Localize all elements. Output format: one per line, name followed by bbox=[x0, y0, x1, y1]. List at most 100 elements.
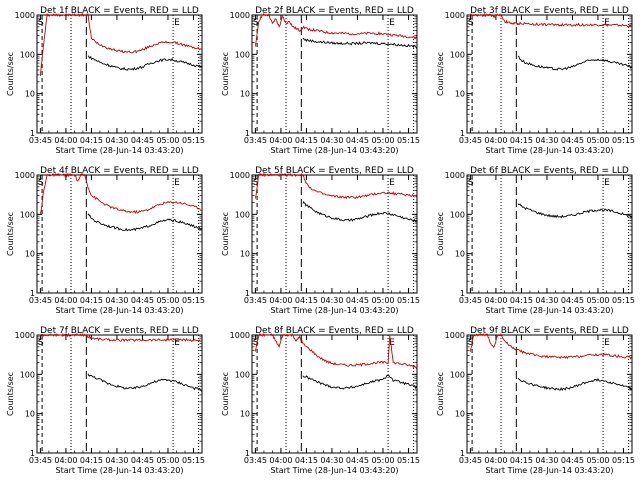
y-tick-label: 100 bbox=[235, 50, 250, 59]
x-tick-label: 05:15 bbox=[612, 296, 635, 305]
x-tick-label: 03:45 bbox=[244, 296, 267, 305]
y-axis-label: Counts/sec bbox=[6, 372, 15, 416]
x-tick-label: 03:45 bbox=[459, 456, 482, 465]
marker-S: S bbox=[468, 178, 474, 188]
plot-frame bbox=[36, 14, 203, 134]
x-tick-label: 04:45 bbox=[346, 296, 369, 305]
y-tick-label: 1000 bbox=[445, 171, 465, 180]
x-tick-label: 04:15 bbox=[510, 456, 533, 465]
y-axis-label: Counts/sec bbox=[6, 52, 15, 96]
chart-title: Det 2f BLACK = Events, RED = LLD bbox=[255, 6, 414, 16]
x-tick-label: 05:00 bbox=[586, 296, 609, 305]
y-tick-label: 1000 bbox=[15, 331, 35, 340]
series-lld bbox=[40, 332, 203, 343]
chart-title: Det 4f BLACK = Events, RED = LLD bbox=[40, 166, 199, 176]
x-tick-label: 05:15 bbox=[612, 456, 635, 465]
y-tick-label: 1 bbox=[245, 289, 250, 298]
x-axis-label: Start Time (28-Jun-14 03:43:20) bbox=[56, 146, 184, 155]
x-tick-label: 04:45 bbox=[561, 296, 584, 305]
series-events bbox=[87, 373, 203, 392]
x-tick-label: 05:00 bbox=[371, 456, 394, 465]
marker-S: S bbox=[38, 178, 44, 188]
x-tick-label: 04:45 bbox=[346, 456, 369, 465]
x-tick-label: 04:30 bbox=[535, 136, 558, 145]
series-lld bbox=[470, 12, 633, 28]
y-tick-label: 1000 bbox=[445, 331, 465, 340]
x-tick-label: 04:00 bbox=[269, 296, 292, 305]
series-lld bbox=[39, 12, 203, 76]
y-tick-label: 10 bbox=[25, 250, 35, 259]
x-axis-label: Start Time (28-Jun-14 03:43:20) bbox=[271, 306, 399, 315]
x-tick-label: 05:00 bbox=[371, 136, 394, 145]
x-axis-label: Start Time (28-Jun-14 03:43:20) bbox=[486, 306, 614, 315]
chart-panel-9: 1 10 100 1000 03:45 04:00 04:15 04:30 04:45 05:00… bbox=[436, 326, 635, 475]
y-tick-label: 1 bbox=[245, 449, 250, 458]
x-tick-label: 04:00 bbox=[269, 456, 292, 465]
x-tick-label: 04:00 bbox=[54, 296, 77, 305]
x-tick-label: 05:00 bbox=[156, 456, 179, 465]
chart-title: Det 7f BLACK = Events, RED = LLD bbox=[40, 326, 199, 336]
series-lld bbox=[39, 172, 203, 214]
y-tick-label: 100 bbox=[20, 50, 35, 59]
chart-panel-8: 1 10 100 1000 03:45 04:00 04:15 04:30 04:45 05:00… bbox=[221, 326, 420, 475]
chart-title: Det 5f BLACK = Events, RED = LLD bbox=[255, 166, 414, 176]
x-tick-label: 05:00 bbox=[156, 296, 179, 305]
y-tick-label: 10 bbox=[25, 90, 35, 99]
y-axis-label: Counts/sec bbox=[221, 52, 230, 96]
x-tick-label: 04:15 bbox=[80, 296, 103, 305]
x-tick-label: 05:15 bbox=[397, 296, 420, 305]
marker-S: S bbox=[253, 18, 259, 28]
x-tick-label: 04:45 bbox=[131, 456, 154, 465]
x-tick-label: 04:45 bbox=[561, 456, 584, 465]
y-tick-label: 10 bbox=[240, 410, 250, 419]
plot-frame bbox=[36, 334, 203, 454]
plot-frame bbox=[251, 334, 418, 454]
x-tick-label: 03:45 bbox=[29, 456, 52, 465]
y-tick-label: 100 bbox=[20, 370, 35, 379]
x-tick-label: 03:45 bbox=[29, 296, 52, 305]
x-tick-label: 04:30 bbox=[105, 136, 128, 145]
x-tick-label: 05:00 bbox=[586, 456, 609, 465]
chart-title: Det 9f BLACK = Events, RED = LLD bbox=[470, 326, 629, 336]
y-tick-label: 10 bbox=[455, 250, 465, 259]
x-axis-label: Start Time (28-Jun-14 03:43:20) bbox=[271, 466, 399, 475]
chart-title: Det 6f BLACK = Events, RED = LLD bbox=[470, 166, 629, 176]
y-tick-label: 100 bbox=[450, 370, 465, 379]
y-tick-label: 1 bbox=[460, 129, 465, 138]
x-axis-label: Start Time (28-Jun-14 03:43:20) bbox=[56, 466, 184, 475]
x-tick-label: 05:15 bbox=[182, 136, 205, 145]
marker-E: E bbox=[389, 178, 395, 188]
y-tick-label: 1 bbox=[460, 449, 465, 458]
x-tick-label: 04:00 bbox=[484, 456, 507, 465]
x-tick-label: 04:15 bbox=[510, 136, 533, 145]
series-events bbox=[87, 213, 203, 232]
chart-panel-4: 1 10 100 1000 03:45 04:00 04:15 04:30 04:45 05:00… bbox=[6, 166, 205, 315]
marker-S: S bbox=[38, 18, 44, 28]
series-lld bbox=[254, 333, 418, 369]
x-axis-label: Start Time (28-Jun-14 03:43:20) bbox=[486, 146, 614, 155]
chart-panel-3: 1 10 100 1000 03:45 04:00 04:15 04:30 04:45 05:00… bbox=[436, 6, 635, 155]
chart-title: Det 8f BLACK = Events, RED = LLD bbox=[255, 326, 414, 336]
y-tick-label: 10 bbox=[240, 90, 250, 99]
x-tick-label: 03:45 bbox=[29, 136, 52, 145]
series-events bbox=[302, 37, 418, 49]
marker-E: E bbox=[389, 18, 395, 28]
marker-S: S bbox=[253, 338, 259, 348]
x-tick-label: 05:15 bbox=[397, 456, 420, 465]
marker-E: E bbox=[174, 178, 180, 188]
y-tick-label: 1000 bbox=[15, 171, 35, 180]
marker-E: E bbox=[604, 18, 610, 28]
plot-frame bbox=[466, 174, 633, 294]
x-tick-label: 05:15 bbox=[612, 136, 635, 145]
x-tick-label: 04:00 bbox=[484, 136, 507, 145]
marker-S: S bbox=[38, 338, 44, 348]
y-tick-label: 1 bbox=[460, 289, 465, 298]
series-events bbox=[302, 374, 418, 390]
x-tick-label: 04:00 bbox=[484, 296, 507, 305]
x-tick-label: 04:30 bbox=[535, 456, 558, 465]
x-tick-label: 04:30 bbox=[535, 296, 558, 305]
x-tick-label: 05:00 bbox=[586, 136, 609, 145]
x-tick-label: 04:30 bbox=[105, 456, 128, 465]
x-tick-label: 04:15 bbox=[295, 136, 318, 145]
